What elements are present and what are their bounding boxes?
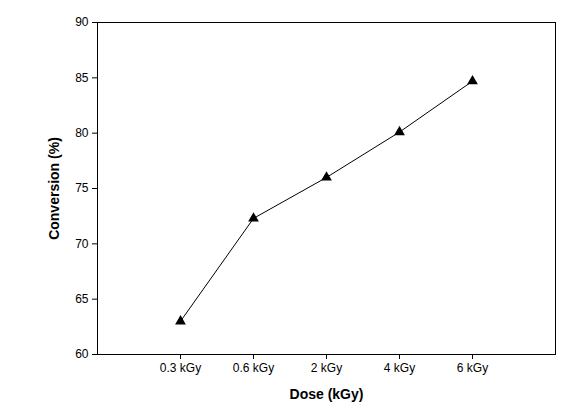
svg-text:4 kGy: 4 kGy bbox=[384, 361, 415, 375]
svg-text:70: 70 bbox=[75, 237, 89, 251]
svg-text:65: 65 bbox=[75, 292, 89, 306]
svg-text:Conversion (%): Conversion (%) bbox=[46, 137, 62, 240]
svg-text:2 kGy: 2 kGy bbox=[311, 361, 342, 375]
svg-text:60: 60 bbox=[75, 347, 89, 361]
svg-text:80: 80 bbox=[75, 126, 89, 140]
svg-text:Dose (kGy): Dose (kGy) bbox=[290, 386, 364, 402]
svg-text:85: 85 bbox=[75, 71, 89, 85]
svg-text:90: 90 bbox=[75, 15, 89, 29]
svg-text:0.6 kGy: 0.6 kGy bbox=[233, 361, 274, 375]
svg-text:6 kGy: 6 kGy bbox=[457, 361, 488, 375]
svg-text:75: 75 bbox=[75, 181, 89, 195]
svg-text:0.3 kGy: 0.3 kGy bbox=[160, 361, 201, 375]
